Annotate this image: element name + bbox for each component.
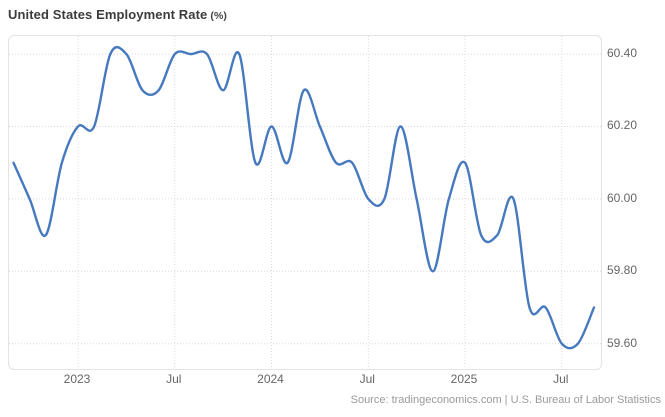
x-tick-label: 2023 bbox=[63, 372, 91, 386]
x-tick-label: Jul bbox=[166, 372, 182, 386]
y-tick-label: 60.00 bbox=[607, 190, 638, 205]
chart-svg bbox=[9, 36, 601, 369]
y-tick-label: 60.40 bbox=[607, 46, 638, 61]
x-tick-label: Jul bbox=[359, 372, 375, 386]
x-tick-label: Jul bbox=[553, 372, 569, 386]
y-tick-label: 59.80 bbox=[607, 263, 638, 278]
employment-rate-line[interactable] bbox=[12, 46, 596, 350]
chart-plot-area[interactable] bbox=[8, 35, 602, 370]
x-tick-label: 2025 bbox=[450, 372, 478, 386]
y-tick-label: 60.20 bbox=[607, 118, 638, 133]
title-suffix: (%) bbox=[210, 10, 228, 22]
title-text: United States Employment Rate bbox=[8, 7, 208, 22]
y-tick-label: 59.60 bbox=[607, 335, 638, 350]
page-title: United States Employment Rate (%) bbox=[8, 7, 227, 22]
x-tick-label: 2024 bbox=[257, 372, 284, 386]
source-credit: Source: tradingeconomics.com | U.S. Bure… bbox=[350, 394, 661, 406]
